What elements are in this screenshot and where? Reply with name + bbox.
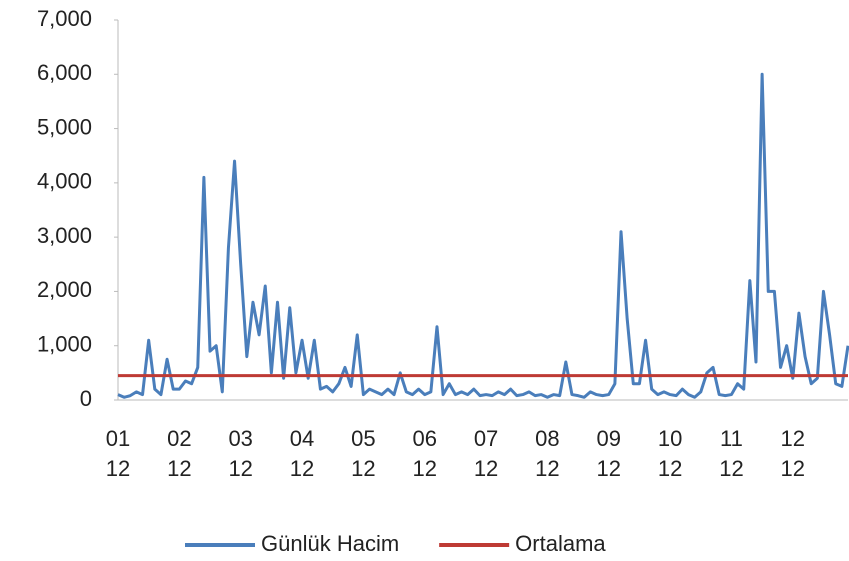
x-tick-label: 05 12 <box>351 426 375 481</box>
legend-label: Günlük Hacim <box>261 531 399 556</box>
y-tick-label: 0 <box>80 386 92 411</box>
series-line <box>117 72 849 399</box>
x-tick-label: 08 12 <box>535 426 559 481</box>
y-tick-label: 3,000 <box>37 223 92 248</box>
x-tick-label: 02 12 <box>167 426 191 481</box>
x-tick-label: 06 12 <box>412 426 436 481</box>
x-tick-label: 10 12 <box>658 426 682 481</box>
x-tick-label: 01 12 <box>106 426 130 481</box>
y-tick-label: 1,000 <box>37 332 92 357</box>
x-tick-label: 03 12 <box>228 426 252 481</box>
legend-label: Ortalama <box>515 531 606 556</box>
x-tick-label: 07 12 <box>474 426 498 481</box>
x-tick-label: 12 12 <box>781 426 805 481</box>
y-tick-label: 7,000 <box>37 6 92 31</box>
y-tick-label: 6,000 <box>37 60 92 85</box>
x-tick-label: 04 12 <box>290 426 314 481</box>
y-tick-label: 5,000 <box>37 114 92 139</box>
y-tick-label: 4,000 <box>37 169 92 194</box>
x-tick-label: 11 12 <box>719 426 743 481</box>
x-tick-label: 09 12 <box>597 426 621 481</box>
y-tick-label: 2,000 <box>37 277 92 302</box>
